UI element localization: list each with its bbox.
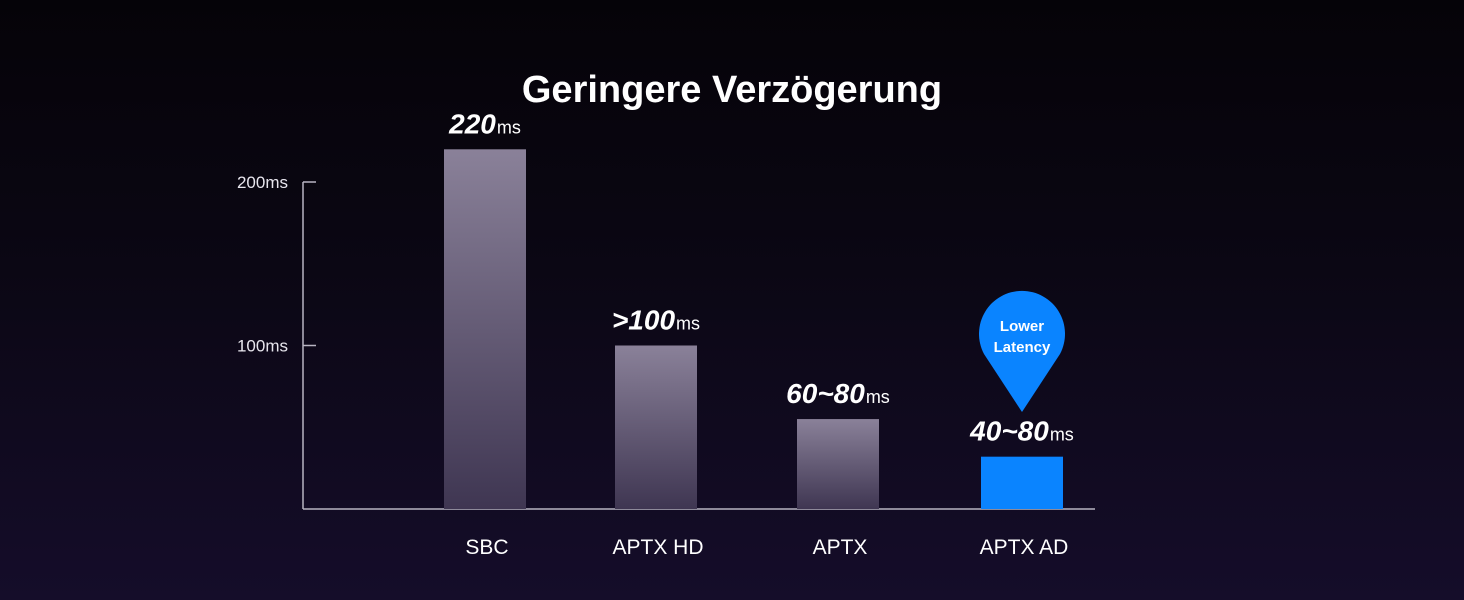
bar-aptx-hd	[615, 345, 697, 509]
value-label: 40~80ms	[969, 416, 1074, 447]
x-category-label: APTX HD	[612, 536, 703, 559]
x-category-label: SBC	[465, 536, 508, 559]
chart-title: Geringere Verzögerung	[522, 69, 942, 111]
bar-sbc	[444, 149, 526, 510]
value-label: 220ms	[448, 108, 521, 139]
value-label: 60~80ms	[786, 378, 890, 409]
x-category-label: APTX AD	[980, 536, 1069, 559]
value-label: >100ms	[612, 305, 700, 336]
lower-latency-pin: Lower Latency	[979, 290, 1065, 412]
bar-aptx	[797, 419, 879, 509]
x-category-label: APTX	[813, 536, 868, 559]
bars	[444, 149, 1063, 510]
pin-text-line1: Lower	[1000, 318, 1044, 335]
x-axis-labels: SBC APTX HD APTX APTX AD	[465, 536, 1068, 559]
pin-marker	[979, 290, 1065, 412]
value-labels: 220ms >100ms 60~80ms 40~80ms	[448, 108, 1074, 446]
axes	[302, 182, 1095, 510]
y-tick-label: 200ms	[237, 173, 288, 192]
y-axis-ticks: 200ms 100ms	[237, 173, 316, 356]
y-tick-label: 100ms	[237, 337, 288, 356]
bar-aptx-ad	[981, 456, 1063, 509]
pin-text-line2: Latency	[994, 339, 1051, 356]
